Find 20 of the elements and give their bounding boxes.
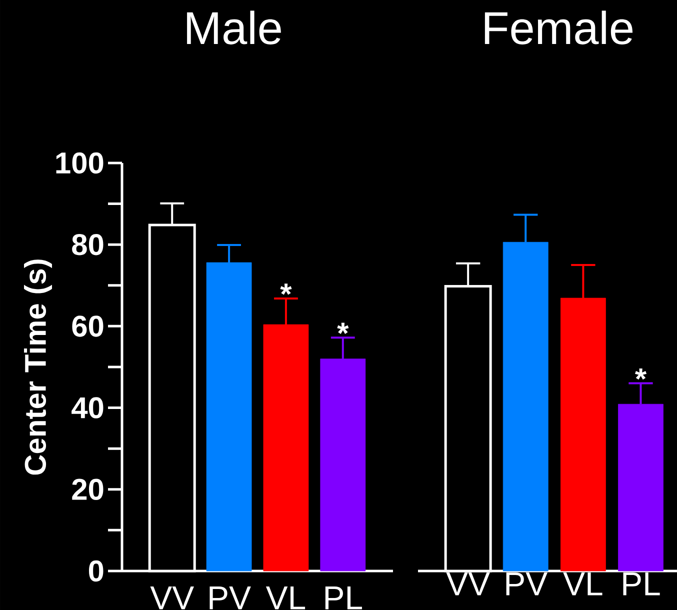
y-tick-label: 40 [72,397,104,418]
annotation: * [280,284,292,295]
y-tick-label: 100 [56,152,104,174]
x-tick-label: VV [446,572,490,596]
x-tick-label: PV [210,586,251,610]
x-tick-label: VL [563,572,602,596]
chart-title: Male [187,10,281,44]
y-tick-label: 80 [72,234,104,256]
x-tick-label: VV [150,586,194,610]
annotation: * [634,368,647,380]
y-tick-label: 0 [88,560,104,582]
y-tick-label: 20 [72,478,104,500]
chart-title: Female [484,10,632,44]
y-axis-title: Center Time (s) [24,260,52,475]
x-tick-label: PL [325,586,362,610]
x-tick-label: PL [623,572,660,596]
y-tick-label: 60 [72,316,104,337]
x-tick-label: VL [266,586,306,610]
x-tick-label: PV [506,572,548,596]
annotation: * [337,322,349,334]
